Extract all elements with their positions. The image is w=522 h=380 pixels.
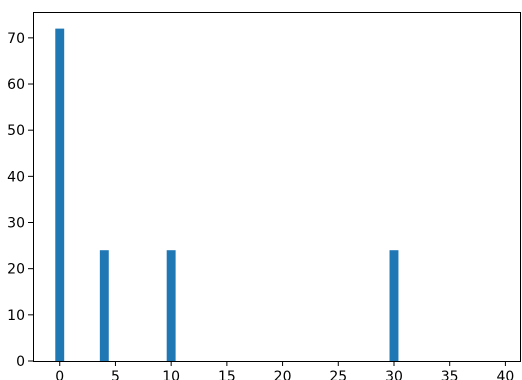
y-tick-label: 60 [7, 77, 25, 93]
x-tick-label: 20 [274, 369, 292, 380]
x-tick-label: 35 [441, 369, 459, 380]
x-tick-label: 30 [385, 369, 403, 380]
x-tick-label: 10 [162, 369, 180, 380]
bar [55, 28, 65, 361]
y-tick-label: 50 [7, 123, 25, 139]
x-tick-label: 25 [329, 369, 347, 380]
axes-frame [33, 12, 521, 362]
bar [99, 250, 109, 361]
y-axis-ticks: 0 10 20 30 40 50 60 70 [7, 31, 33, 370]
x-tick-label: 40 [496, 369, 514, 380]
x-tick-label: 15 [218, 369, 236, 380]
y-tick-label: 40 [7, 169, 25, 185]
bar [166, 250, 176, 361]
y-tick-label: 0 [16, 354, 25, 370]
y-tick-label: 10 [7, 308, 25, 324]
y-tick-label: 70 [7, 31, 25, 47]
y-tick-label: 30 [7, 216, 25, 232]
bar [389, 250, 399, 361]
bars-group [55, 28, 399, 361]
x-tick-label: 5 [111, 369, 120, 380]
x-tick-label: 0 [55, 369, 64, 380]
y-tick-label: 20 [7, 262, 25, 278]
x-axis-ticks: 0 5 10 15 20 25 30 35 40 [55, 361, 514, 380]
